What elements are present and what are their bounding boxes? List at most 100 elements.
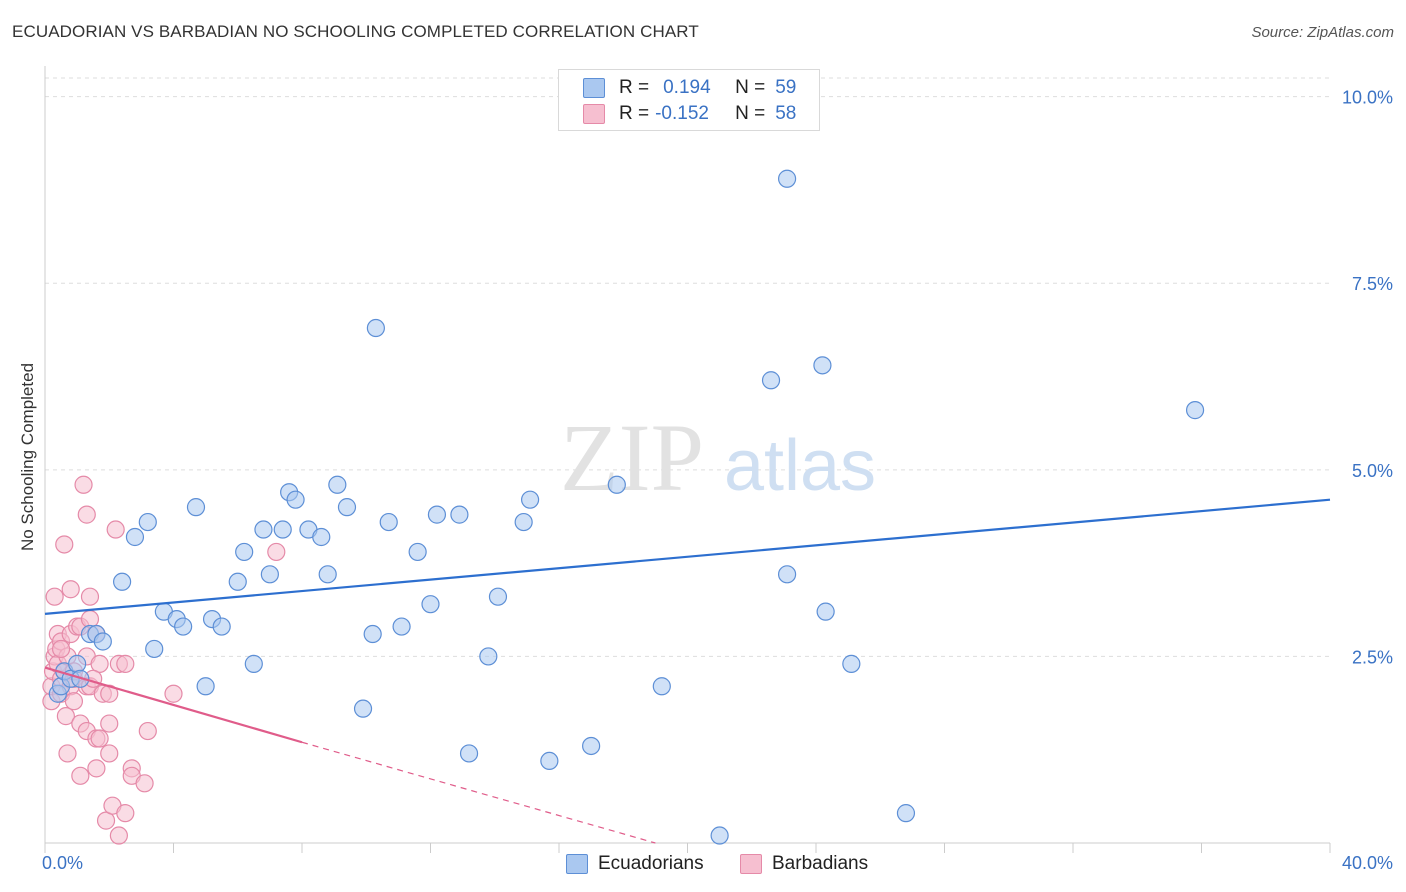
barbadian-point (74, 475, 93, 494)
barbadian-point (71, 766, 90, 785)
chart-title: ECUADORIAN VS BARBADIAN NO SCHOOLING COM… (12, 22, 699, 41)
barbadian-point (100, 714, 119, 733)
barbadian-point (138, 721, 157, 741)
ecuadorian-point (212, 617, 231, 636)
ecuadorian-point (488, 587, 508, 606)
watermark-atlas: atlas (724, 426, 876, 506)
ecuadorian-point (366, 318, 385, 338)
source-credit: Source: ZipAtlas.com (1251, 24, 1394, 41)
legend-label: Barbadians (772, 853, 869, 874)
ecuadorian-point (408, 542, 427, 562)
ecuadorian-point (260, 565, 279, 584)
correlation-legend: R = 0.194 N = 59 R = -0.152 N = 58 (558, 69, 820, 131)
ecuadorian-point (450, 505, 469, 524)
ecuadorian-point (421, 595, 440, 614)
watermark: ZIP atlas (560, 404, 876, 511)
ecuadorian-point (896, 804, 916, 823)
ecuadorian-point (68, 654, 87, 673)
r-label: R = (619, 103, 650, 124)
ecuadorian-point (582, 736, 601, 756)
ecuadorian-point (235, 542, 254, 562)
barbadian-point (58, 744, 77, 763)
barbadian-point (87, 759, 106, 778)
barbadian-point (116, 804, 135, 823)
ecuadorian-point (138, 512, 157, 532)
barbadian-point (55, 535, 74, 554)
legend-item-barbadians: Barbadians (740, 851, 868, 877)
ecuadorian-point (337, 498, 357, 517)
ecuadorian-point (540, 751, 559, 771)
ecuadorian-point (842, 654, 861, 673)
ecuadorian-point (652, 677, 671, 696)
x-tick-label: 40.0% (1342, 853, 1393, 873)
barbadian-point (100, 744, 119, 763)
ecuadorian-point (353, 699, 373, 718)
ecuadorian-point (761, 371, 781, 390)
ecuadorian-point (459, 744, 479, 763)
pink-swatch-icon (583, 104, 605, 124)
ecuadorian-point (520, 490, 540, 509)
legend-row-barbadians: R = -0.152 N = 58 (583, 102, 796, 126)
y-axis-label: No Schooling Completed (18, 363, 37, 551)
data-points (42, 169, 1205, 845)
barbadian-point (267, 542, 286, 562)
ecuadorian-point (145, 639, 164, 659)
ecuadorian-point (607, 475, 626, 494)
blue-swatch-icon (583, 78, 605, 98)
ecuadorian-trend-line (44, 498, 1331, 615)
ecuadorian-point (328, 475, 347, 494)
r-value: 0.194 (663, 77, 711, 98)
barbadian-point (106, 520, 125, 539)
ecuadorian-point (196, 677, 215, 696)
ecuadorian-point (93, 632, 112, 651)
ecuadorian-point (112, 572, 132, 591)
ecuadorian-point (125, 527, 145, 547)
n-value: 58 (775, 103, 797, 124)
tick-labels: 2.5% 5.0% 7.5% 10.0% 0.0% 40.0% (42, 88, 1393, 873)
ecuadorian-point (427, 505, 447, 524)
barbadian-trend-extension (301, 741, 656, 844)
ecuadorian-point (228, 572, 247, 591)
ecuadorian-point (286, 490, 305, 509)
barbadian-trend-line (44, 666, 303, 744)
ecuadorian-point (514, 512, 533, 532)
barbadian-point (109, 826, 128, 845)
ecuadorian-point (479, 647, 498, 666)
n-label: N = (735, 103, 766, 124)
ecuadorian-point (1185, 401, 1205, 420)
barbadian-point (116, 654, 135, 673)
ecuadorian-point (318, 565, 337, 584)
ecuadorian-point (273, 520, 292, 539)
r-value: -0.152 (655, 103, 709, 124)
ecuadorian-point (363, 624, 382, 644)
ecuadorian-point (777, 169, 797, 188)
ecuadorian-point (254, 520, 273, 539)
ecuadorian-point (816, 602, 835, 621)
pink-swatch-icon (740, 854, 762, 874)
barbadian-point (45, 587, 64, 606)
barbadian-point (135, 774, 154, 793)
y-tick-label: 10.0% (1342, 88, 1393, 108)
legend-label: Ecuadorians (598, 853, 704, 874)
trend-lines (44, 498, 1331, 844)
barbadian-point (51, 639, 71, 659)
watermark-zip: ZIP (560, 404, 704, 511)
ecuadorian-point (186, 498, 206, 517)
n-value: 59 (775, 77, 797, 98)
ecuadorian-point (813, 356, 832, 375)
barbadian-point (56, 707, 75, 726)
ecuadorian-point (379, 512, 398, 532)
legend-item-ecuadorians: Ecuadorians (566, 851, 704, 877)
barbadian-point (64, 692, 84, 711)
barbadian-point (77, 505, 96, 524)
y-tick-label: 2.5% (1352, 647, 1393, 667)
n-label: N = (735, 77, 766, 98)
gridlines (45, 77, 1330, 657)
barbadian-point (80, 587, 100, 606)
y-tick-label: 5.0% (1352, 461, 1393, 481)
barbadian-point (61, 580, 80, 599)
x-tick-label: 0.0% (42, 853, 83, 873)
ecuadorian-point (174, 617, 193, 636)
r-label: R = (619, 77, 650, 98)
